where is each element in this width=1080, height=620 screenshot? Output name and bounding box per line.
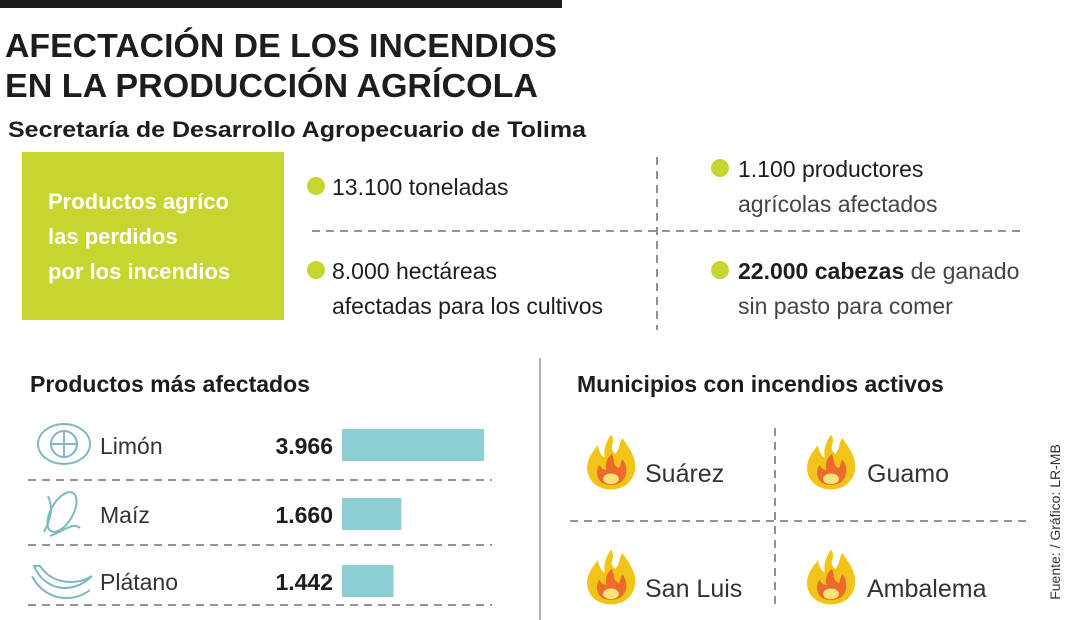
municipality: San Luis — [645, 575, 742, 603]
product-name: Plátano — [100, 569, 178, 595]
stat-text: 13.100 toneladas — [332, 174, 509, 200]
stat-text: 1.100 productores — [738, 156, 923, 182]
stat-bold: 22.000 cabezas — [738, 258, 904, 284]
title: EN LA PRODUCCIÓN AGRÍCOLA — [5, 67, 538, 104]
bullet — [307, 177, 325, 195]
bullet — [711, 261, 729, 279]
stat-text: 8.000 hectáreas — [332, 258, 497, 284]
fire-icon — [587, 434, 636, 490]
stat-text: sin pasto para comer — [738, 293, 953, 319]
section-title: Municipios con incendios activos — [577, 371, 944, 397]
fire-icon — [587, 549, 636, 605]
bar — [342, 498, 402, 530]
highlight-text: por los incendios — [48, 259, 230, 284]
municipality: Suárez — [645, 460, 724, 488]
fire-icon — [807, 434, 856, 490]
subtitle: Secretaría de Desarrollo Agropecuario de… — [8, 117, 587, 142]
product-name: Limón — [100, 433, 163, 459]
fire-icon — [807, 549, 856, 605]
stat-text: agrícolas afectados — [738, 191, 937, 217]
product-value: 1.660 — [275, 502, 333, 528]
bar — [342, 565, 394, 597]
highlight-box — [22, 152, 284, 320]
product-value: 1.442 — [275, 569, 333, 595]
product-name: Maíz — [100, 502, 150, 528]
highlight-text: las perdidos — [48, 224, 178, 249]
highlight-text: Productos agríco — [48, 189, 229, 214]
source: Fuente: / Gráfico: LR-MB — [1047, 444, 1063, 600]
title: AFECTACIÓN DE LOS INCENDIOS — [5, 27, 557, 64]
product-value: 3.966 — [275, 433, 333, 459]
top-rule — [0, 0, 562, 8]
stat-rest: de ganado — [904, 258, 1019, 284]
bullet — [307, 261, 325, 279]
stat-text: 22.000 cabezas de ganado — [738, 258, 1019, 284]
section-title: Productos más afectados — [30, 371, 310, 397]
lemon-icon — [37, 423, 91, 465]
bar — [342, 429, 484, 461]
corn-icon — [43, 491, 81, 537]
bullet — [711, 159, 729, 177]
stat-text: afectadas para los cultivos — [332, 293, 603, 319]
banana-icon — [31, 565, 93, 599]
municipality: Ambalema — [867, 575, 987, 603]
municipality: Guamo — [867, 460, 949, 488]
